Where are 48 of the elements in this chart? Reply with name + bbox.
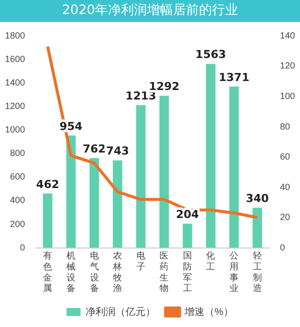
bar (90, 158, 99, 248)
bar (206, 64, 216, 248)
bar (42, 193, 52, 248)
x-tick-label: 化工 (206, 250, 216, 272)
data-label: 762 (82, 142, 106, 156)
bar (182, 224, 192, 248)
data-label: 204 (176, 208, 200, 222)
x-tick-label: 电气设备 (90, 250, 99, 294)
x-tick-label: 电子 (136, 250, 146, 272)
bar (66, 136, 76, 248)
y2-tick-label: 100 (280, 91, 296, 101)
data-label: 1563 (195, 48, 226, 62)
y2-tick-label: 40 (280, 182, 290, 192)
y-tick-label: 200 (10, 218, 26, 229)
y2-tick-label: 0 (280, 242, 285, 252)
x-tick-label: 机械设备 (66, 250, 76, 294)
bar (229, 86, 239, 248)
y2-tick-label: 120 (280, 60, 296, 71)
bar (112, 160, 122, 248)
y-tick-label: 1200 (4, 101, 26, 112)
y2-tick-label: 140 (280, 30, 296, 40)
legend-label: 净利润（亿元） (86, 306, 156, 318)
y2-tick-label: 20 (280, 212, 290, 222)
data-label: 743 (106, 144, 130, 158)
bar (252, 208, 262, 248)
legend-label: 增速（%） (184, 306, 234, 318)
bar (159, 96, 169, 248)
x-tick-label: 公用事业 (230, 250, 239, 294)
bar (136, 105, 146, 248)
y-tick-label: 600 (10, 172, 26, 182)
x-tick-label: 国防军工 (182, 250, 192, 294)
x-tick-label: 医药生物 (160, 250, 169, 294)
y-tick-label: 1600 (4, 54, 26, 64)
x-tick-label: 轻工制造 (252, 250, 262, 294)
y-tick-label: 1400 (4, 78, 26, 88)
x-tick-label: 有色金属 (43, 250, 52, 294)
data-label: 340 (246, 192, 270, 206)
y2-tick-label: 60 (280, 152, 290, 162)
y-tick-label: 800 (10, 148, 26, 158)
y-tick-label: 1000 (4, 124, 26, 135)
data-label: 1371 (218, 70, 250, 84)
y-tick-label: 0 (20, 242, 26, 252)
y2-tick-label: 80 (280, 121, 290, 132)
data-label: 462 (36, 178, 60, 191)
y-tick-label: 1800 (4, 30, 26, 40)
y-tick-label: 400 (10, 195, 26, 206)
x-tick-label: 农林牧渔 (112, 250, 122, 294)
chart-title: 2020年净利润增幅居前的行业 (0, 0, 300, 22)
